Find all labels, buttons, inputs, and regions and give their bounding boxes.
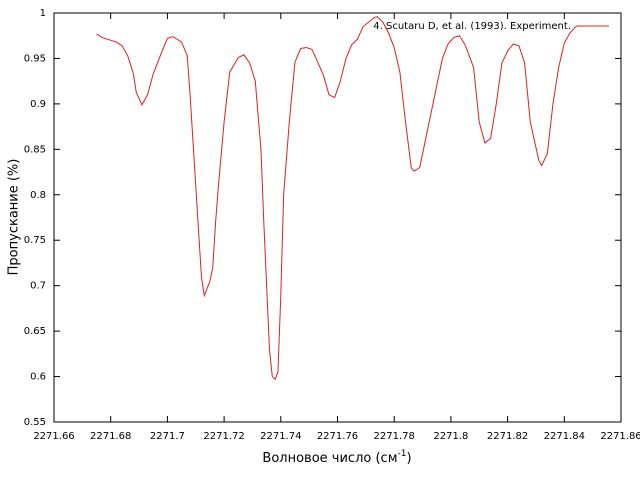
y-tick-label: 0.95 [24, 53, 46, 64]
x-axis-label-end: ) [406, 451, 411, 466]
x-axis-label-sup: -1 [398, 449, 407, 459]
data-line [96, 16, 579, 381]
x-tick-label: 2271.82 [487, 431, 528, 442]
plot-frame [53, 12, 622, 423]
y-tick-label: 0.8 [30, 190, 46, 201]
x-tick-label: 2271.7 [150, 431, 185, 442]
x-axis-label-text: Волновое число (см [262, 451, 397, 466]
x-tick-label: 2271.66 [33, 431, 74, 442]
x-tick-label: 2271.72 [203, 431, 244, 442]
x-tick-label: 2271.68 [90, 431, 131, 442]
x-tick-label: 2271.8 [433, 431, 468, 442]
y-tick-label: 1 [40, 8, 46, 19]
y-tick-label: 0.85 [24, 144, 46, 155]
x-axis-label: Волновое число (см-1) [262, 449, 411, 466]
x-tick-label: 2271.78 [374, 431, 415, 442]
y-tick-label: 0.65 [24, 326, 46, 337]
legend-label: 4. Scutaru D, et al. (1993). Experiment. [373, 21, 571, 32]
x-tick-label: 2271.86 [600, 431, 640, 442]
x-tick-label: 2271.74 [260, 431, 301, 442]
x-tick-label: 2271.76 [317, 431, 358, 442]
y-tick-label: 0.6 [30, 372, 46, 383]
y-tick-label: 0.9 [30, 99, 46, 110]
y-tick-label: 0.75 [24, 235, 46, 246]
x-tick-label: 2271.84 [544, 431, 585, 442]
y-axis-label: Пропускание (%) [7, 159, 22, 276]
y-tick-label: 0.7 [30, 281, 46, 292]
y-tick-label: 0.55 [24, 417, 46, 428]
